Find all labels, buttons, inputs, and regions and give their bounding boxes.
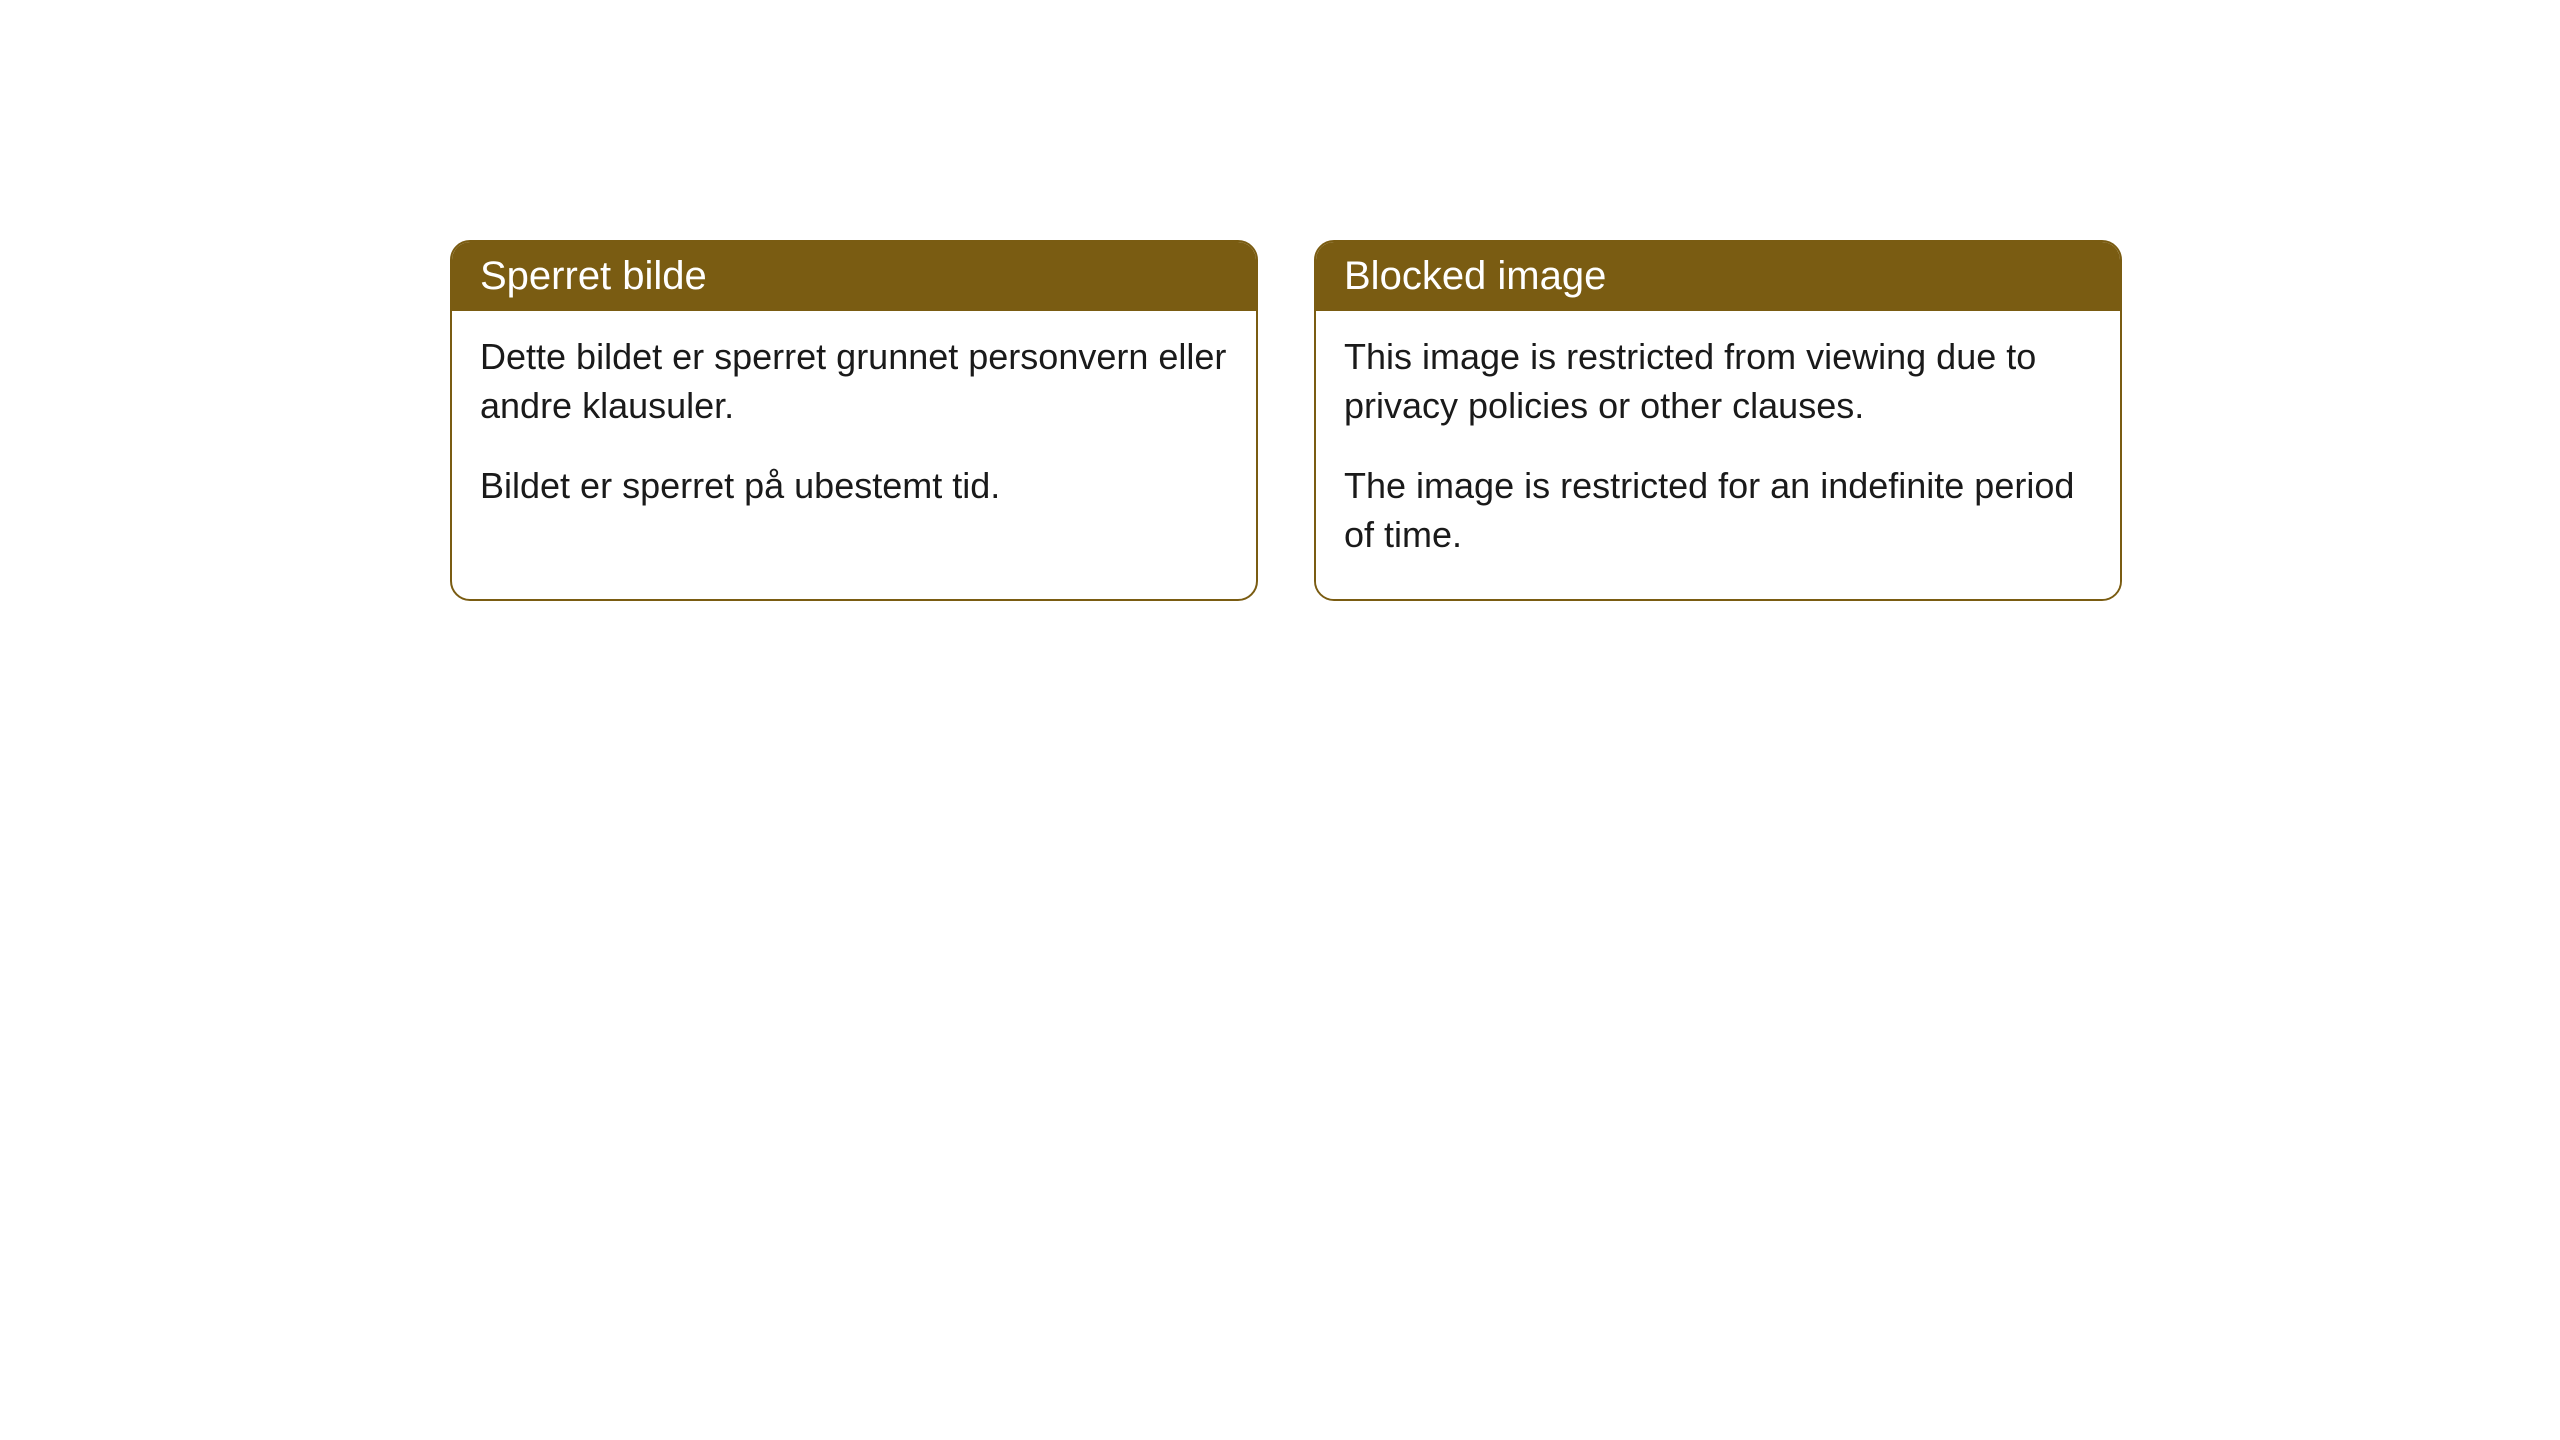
card-paragraph: This image is restricted from viewing du…	[1344, 333, 2092, 430]
card-header-norwegian: Sperret bilde	[452, 242, 1256, 311]
card-body-english: This image is restricted from viewing du…	[1316, 311, 2120, 599]
card-title: Blocked image	[1344, 254, 1606, 298]
card-body-norwegian: Dette bildet er sperret grunnet personve…	[452, 311, 1256, 551]
notice-card-norwegian: Sperret bilde Dette bildet er sperret gr…	[450, 240, 1258, 601]
notice-card-english: Blocked image This image is restricted f…	[1314, 240, 2122, 601]
notice-cards-row: Sperret bilde Dette bildet er sperret gr…	[450, 240, 2122, 601]
card-header-english: Blocked image	[1316, 242, 2120, 311]
card-paragraph: The image is restricted for an indefinit…	[1344, 462, 2092, 559]
card-title: Sperret bilde	[480, 254, 707, 298]
card-paragraph: Dette bildet er sperret grunnet personve…	[480, 333, 1228, 430]
card-paragraph: Bildet er sperret på ubestemt tid.	[480, 462, 1228, 511]
